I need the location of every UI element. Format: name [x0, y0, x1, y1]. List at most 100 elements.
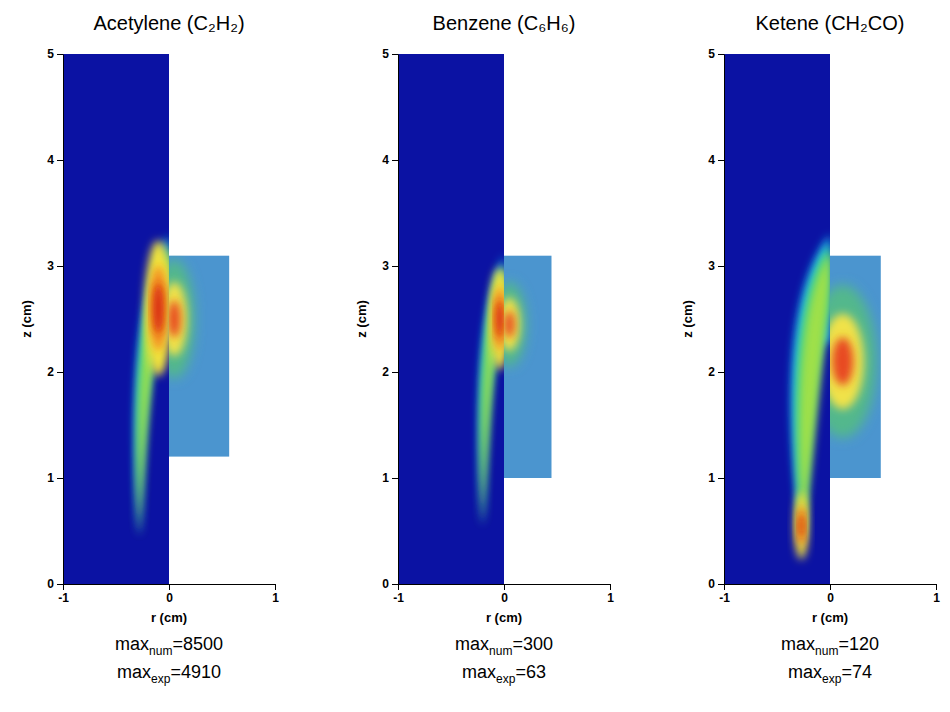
- tick-mark: [392, 372, 398, 373]
- stat-line: maxnum=8500: [115, 634, 223, 658]
- tick: 4: [47, 153, 63, 167]
- experimental-peak: [830, 314, 864, 409]
- tick: 0: [708, 577, 724, 591]
- panel-title: Benzene (C₆H₆): [433, 12, 576, 34]
- axis-line: [63, 55, 64, 585]
- panel: -101012345r (cm)z (cm)Acetylene (C₂H₂)ma…: [19, 12, 279, 686]
- stat-sep: =: [841, 662, 852, 682]
- x-axis: -101: [719, 584, 940, 605]
- numerical-peak: [153, 283, 163, 334]
- experimental-peak: [830, 285, 877, 438]
- tick-mark: [63, 584, 64, 590]
- numerical-layer: [791, 234, 830, 544]
- tick-label: -1: [58, 591, 69, 605]
- numerical-layer: [138, 252, 169, 537]
- stat-sub: exp: [822, 672, 842, 686]
- tick-mark: [57, 54, 63, 55]
- tick: 1: [47, 471, 63, 485]
- stat-sub: exp: [496, 672, 516, 686]
- stat-line: maxexp=4910: [117, 662, 221, 686]
- stat-value: 63: [526, 662, 546, 682]
- tick-mark: [718, 160, 724, 161]
- tick-mark: [718, 584, 724, 585]
- tick-mark: [57, 478, 63, 479]
- tick-mark: [57, 372, 63, 373]
- stat-sep: =: [170, 662, 181, 682]
- tick: -1: [719, 584, 730, 605]
- x-axis-title: r (cm): [486, 610, 522, 625]
- plot-area: [724, 54, 881, 584]
- y-axis: 012345: [708, 47, 724, 591]
- tick: -1: [393, 584, 404, 605]
- numerical-field: [479, 255, 504, 525]
- stat-sub: num: [489, 644, 512, 658]
- tick-mark: [718, 478, 724, 479]
- tick: 0: [166, 584, 173, 605]
- panel: -101012345r (cm)z (cm)Benzene (C₆H₆)maxn…: [354, 12, 614, 686]
- stat-sep: =: [515, 662, 526, 682]
- tick: 1: [272, 584, 279, 605]
- y-axis-title: z (cm): [19, 300, 34, 338]
- tick-label: 5: [382, 47, 389, 61]
- stat-value: 74: [852, 662, 872, 682]
- stat-sep: =: [838, 634, 849, 654]
- tick-label: 3: [47, 259, 54, 273]
- tick: -1: [58, 584, 69, 605]
- tick-label: 5: [47, 47, 54, 61]
- tick-label: 1: [933, 591, 940, 605]
- experimental-peak: [169, 260, 195, 379]
- tick-label: 1: [382, 471, 389, 485]
- tick-mark: [504, 584, 505, 590]
- tick: 1: [607, 584, 614, 605]
- tick-label: 2: [47, 365, 54, 379]
- tick-mark: [169, 584, 170, 590]
- stat-value: 4910: [181, 662, 221, 682]
- numerical-peak: [799, 513, 804, 538]
- tick-mark: [392, 54, 398, 55]
- tick-mark: [610, 584, 611, 590]
- numerical-background: [398, 54, 504, 584]
- tick: 5: [708, 47, 724, 61]
- tick: 3: [708, 259, 724, 273]
- numerical-background: [724, 54, 830, 584]
- tick-mark: [392, 478, 398, 479]
- numerical-background: [63, 54, 169, 584]
- tick: 3: [47, 259, 63, 273]
- stat-value: 300: [523, 634, 553, 654]
- x-axis-title: r (cm): [151, 610, 187, 625]
- numerical-peak: [496, 300, 504, 338]
- tick-label: 0: [382, 577, 389, 591]
- tick-label: 2: [382, 365, 389, 379]
- numerical-layer: [137, 244, 169, 537]
- tick-mark: [57, 160, 63, 161]
- stat-label: max: [117, 662, 151, 682]
- tick: 1: [382, 471, 398, 485]
- axis-line: [724, 55, 725, 585]
- y-axis-title: z (cm): [680, 300, 695, 338]
- figure: -101012345r (cm)z (cm)Acetylene (C₂H₂)ma…: [0, 0, 950, 712]
- tick-mark: [275, 584, 276, 590]
- tick: 1: [933, 584, 940, 605]
- experimental-peak: [504, 311, 515, 338]
- tick-mark: [936, 584, 937, 590]
- stat-line: maxexp=63: [462, 662, 546, 686]
- tick-label: 4: [382, 153, 389, 167]
- tick: 0: [501, 584, 508, 605]
- tick-mark: [830, 584, 831, 590]
- experimental-peak: [504, 282, 526, 367]
- panel-title: Ketene (CH₂CO): [756, 12, 905, 34]
- experimental-peak: [832, 338, 853, 386]
- tick: 4: [382, 153, 398, 167]
- stat-value: 120: [849, 634, 879, 654]
- tick-label: 1: [47, 471, 54, 485]
- tick-mark: [392, 160, 398, 161]
- x-axis: -1 0 1: [393, 584, 614, 605]
- tick-label: 4: [47, 153, 54, 167]
- stat-value: 8500: [183, 634, 223, 654]
- stat-label: max: [455, 634, 489, 654]
- tick-label: 1: [272, 591, 279, 605]
- x-axis-title: r (cm): [812, 610, 848, 625]
- stat-sub: num: [149, 644, 172, 658]
- stat-sub: exp: [151, 672, 171, 686]
- tick-label: 1: [607, 591, 614, 605]
